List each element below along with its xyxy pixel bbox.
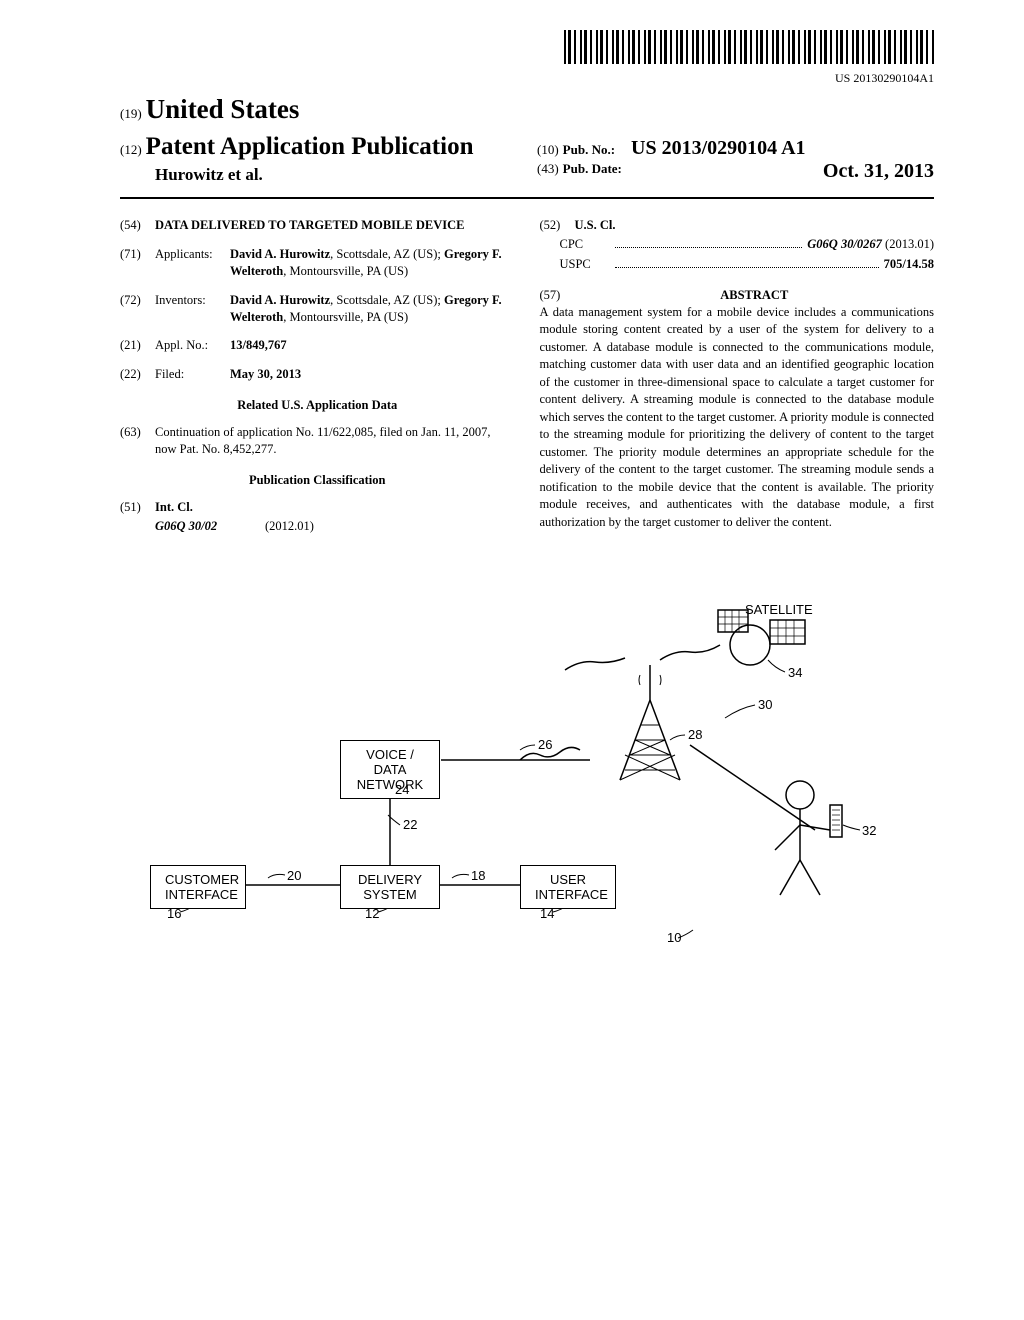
- f51-year: (2012.01): [265, 518, 314, 535]
- field-21: (21) Appl. No.: 13/849,767: [120, 337, 515, 354]
- pub-no-label: Pub. No.:: [563, 142, 615, 157]
- f51-code: (51): [120, 499, 155, 516]
- f63-code: (63): [120, 424, 155, 458]
- barcode-section: US 20130290104A1: [120, 30, 934, 86]
- field-51-value: G06Q 30/02 (2012.01): [120, 518, 515, 535]
- code-10: (10): [537, 142, 559, 157]
- cpc-row: CPC G06Q 30/0267 (2013.01): [540, 236, 935, 253]
- f21-value: 13/849,767: [230, 337, 515, 354]
- f71-code: (71): [120, 246, 155, 280]
- f63-value: Continuation of application No. 11/622,0…: [155, 424, 515, 458]
- pub-date: Oct. 31, 2013: [823, 160, 934, 183]
- code-43: (43): [537, 161, 559, 176]
- f54-title: DATA DELIVERED TO TARGETED MOBILE DEVICE: [155, 217, 515, 234]
- f52-label: U.S. Cl.: [575, 217, 935, 234]
- pub-date-label: Pub. Date:: [563, 161, 622, 176]
- pub-no: US 2013/0290104 A1: [631, 137, 805, 159]
- code-19: (19): [120, 106, 142, 121]
- ref-20: 20: [287, 868, 301, 883]
- ref-24: 24: [395, 782, 409, 797]
- figure-svg: [120, 580, 920, 1000]
- cpc-dots: [615, 247, 803, 248]
- related-header: Related U.S. Application Data: [120, 397, 515, 414]
- left-column: (54) DATA DELIVERED TO TARGETED MOBILE D…: [120, 217, 515, 546]
- right-column: (52) U.S. Cl. CPC G06Q 30/0267 (2013.01)…: [540, 217, 935, 546]
- uspc-row: USPC 705/14.58: [540, 256, 935, 273]
- f22-label: Filed:: [155, 366, 230, 383]
- f51-label: Int. Cl.: [155, 499, 515, 516]
- ref-10: 10: [667, 930, 681, 945]
- ref-26: 26: [538, 737, 552, 752]
- doc-type: Patent Application Publication: [146, 133, 474, 160]
- abstract-header-row: (57) ABSTRACT: [540, 287, 935, 304]
- abstract-header: ABSTRACT: [575, 287, 935, 304]
- uspc-label: USPC: [560, 256, 610, 273]
- field-72: (72) Inventors: David A. Hurowitz, Scott…: [120, 292, 515, 326]
- f21-label: Appl. No.:: [155, 337, 230, 354]
- f72-code: (72): [120, 292, 155, 326]
- field-22: (22) Filed: May 30, 2013: [120, 366, 515, 383]
- voice-data-box: VOICE / DATA NETWORK: [340, 740, 440, 799]
- barcode-image: [564, 30, 934, 64]
- f71-value: David A. Hurowitz, Scottsdale, AZ (US); …: [230, 246, 515, 280]
- f22-code: (22): [120, 366, 155, 383]
- f54-code: (54): [120, 217, 155, 234]
- uspc-value: 705/14.58: [884, 256, 934, 273]
- f51-class: G06Q 30/02: [155, 518, 265, 535]
- user-interface-box: USER INTERFACE: [520, 865, 616, 909]
- ref-18: 18: [471, 868, 485, 883]
- cpc-value: G06Q 30/0267 (2013.01): [807, 236, 934, 253]
- class-header: Publication Classification: [120, 472, 515, 489]
- barcode-number: US 20130290104A1: [120, 71, 934, 86]
- uspc-dots: [615, 267, 879, 268]
- header-divider: [120, 197, 934, 199]
- f72-value: David A. Hurowitz, Scottsdale, AZ (US); …: [230, 292, 515, 326]
- field-54: (54) DATA DELIVERED TO TARGETED MOBILE D…: [120, 217, 515, 234]
- f52-code: (52): [540, 217, 575, 234]
- ref-16: 16: [167, 906, 181, 921]
- field-52: (52) U.S. Cl.: [540, 217, 935, 234]
- satellite-label: SATELLITE: [745, 602, 813, 617]
- ref-32: 32: [862, 823, 876, 838]
- f71-label: Applicants:: [155, 246, 230, 280]
- ref-28: 28: [688, 727, 702, 742]
- ref-12: 12: [365, 906, 379, 921]
- content-columns: (54) DATA DELIVERED TO TARGETED MOBILE D…: [120, 217, 934, 546]
- authors-header: Hurowitz et al.: [155, 165, 517, 185]
- code-12: (12): [120, 142, 142, 157]
- field-71: (71) Applicants: David A. Hurowitz, Scot…: [120, 246, 515, 280]
- patent-figure: CUSTOMER INTERFACE DELIVERY SYSTEM USER …: [120, 580, 920, 980]
- f21-code: (21): [120, 337, 155, 354]
- delivery-system-box: DELIVERY SYSTEM: [340, 865, 440, 909]
- header-row-2: (12) Patent Application Publication Huro…: [120, 133, 934, 185]
- ref-14: 14: [540, 906, 554, 921]
- field-51: (51) Int. Cl.: [120, 499, 515, 516]
- country-name: United States: [146, 94, 300, 124]
- cpc-label: CPC: [560, 236, 610, 253]
- f22-value: May 30, 2013: [230, 366, 515, 383]
- ref-22: 22: [403, 817, 417, 832]
- field-63: (63) Continuation of application No. 11/…: [120, 424, 515, 458]
- ref-30: 30: [758, 697, 772, 712]
- header-row-1: (19) United States: [120, 94, 934, 125]
- ref-34: 34: [788, 665, 802, 680]
- abstract-text: A data management system for a mobile de…: [540, 304, 935, 532]
- f57-code: (57): [540, 287, 575, 304]
- f72-label: Inventors:: [155, 292, 230, 326]
- customer-interface-box: CUSTOMER INTERFACE: [150, 865, 246, 909]
